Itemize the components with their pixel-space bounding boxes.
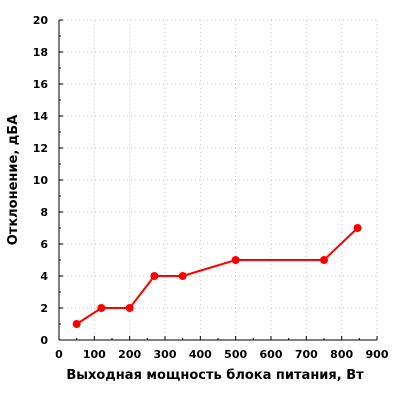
data-point	[178, 272, 187, 280]
y-tick-label: 0	[40, 334, 48, 347]
series-layer	[72, 224, 362, 328]
x-tick-label: 800	[330, 348, 353, 361]
data-point	[320, 256, 328, 264]
y-tick-label: 2	[40, 302, 48, 315]
y-tick-label: 20	[33, 14, 49, 27]
y-tick-label: 8	[40, 206, 48, 219]
y-tick-label: 16	[33, 78, 49, 91]
y-tick-label: 14	[33, 110, 49, 123]
data-point	[97, 304, 106, 312]
y-axis-title: Отклонение, дБА	[6, 115, 21, 246]
y-tick-label: 18	[33, 46, 48, 59]
x-axis-title: Выходная мощность блока питания, Вт	[66, 368, 364, 383]
y-tick-label: 4	[40, 270, 48, 283]
data-point	[231, 256, 240, 264]
data-point	[150, 272, 159, 280]
y-axis-ticks: 0 2 4 6 8 10 12 14 16 18 20	[33, 14, 63, 347]
x-tick-label: 100	[83, 348, 106, 361]
data-point	[125, 304, 134, 312]
x-tick-label: 300	[154, 348, 177, 361]
y-tick-label: 12	[33, 142, 48, 155]
x-tick-label: 0	[55, 348, 63, 361]
x-tick-label: 700	[295, 348, 318, 361]
data-point	[72, 320, 81, 328]
x-tick-label: 400	[189, 348, 212, 361]
y-tick-label: 6	[40, 238, 48, 251]
x-tick-label: 900	[366, 348, 389, 361]
y-tick-label: 10	[33, 174, 49, 187]
grid	[59, 19, 378, 340]
series-line	[76, 227, 359, 325]
x-tick-label: 200	[118, 348, 141, 361]
data-point	[353, 224, 362, 232]
x-axis-ticks: 0 100 200 300 400 500 600 700 800 900	[55, 336, 389, 361]
x-tick-label: 500	[224, 348, 247, 361]
x-tick-label: 600	[260, 348, 283, 361]
axes	[58, 20, 377, 341]
